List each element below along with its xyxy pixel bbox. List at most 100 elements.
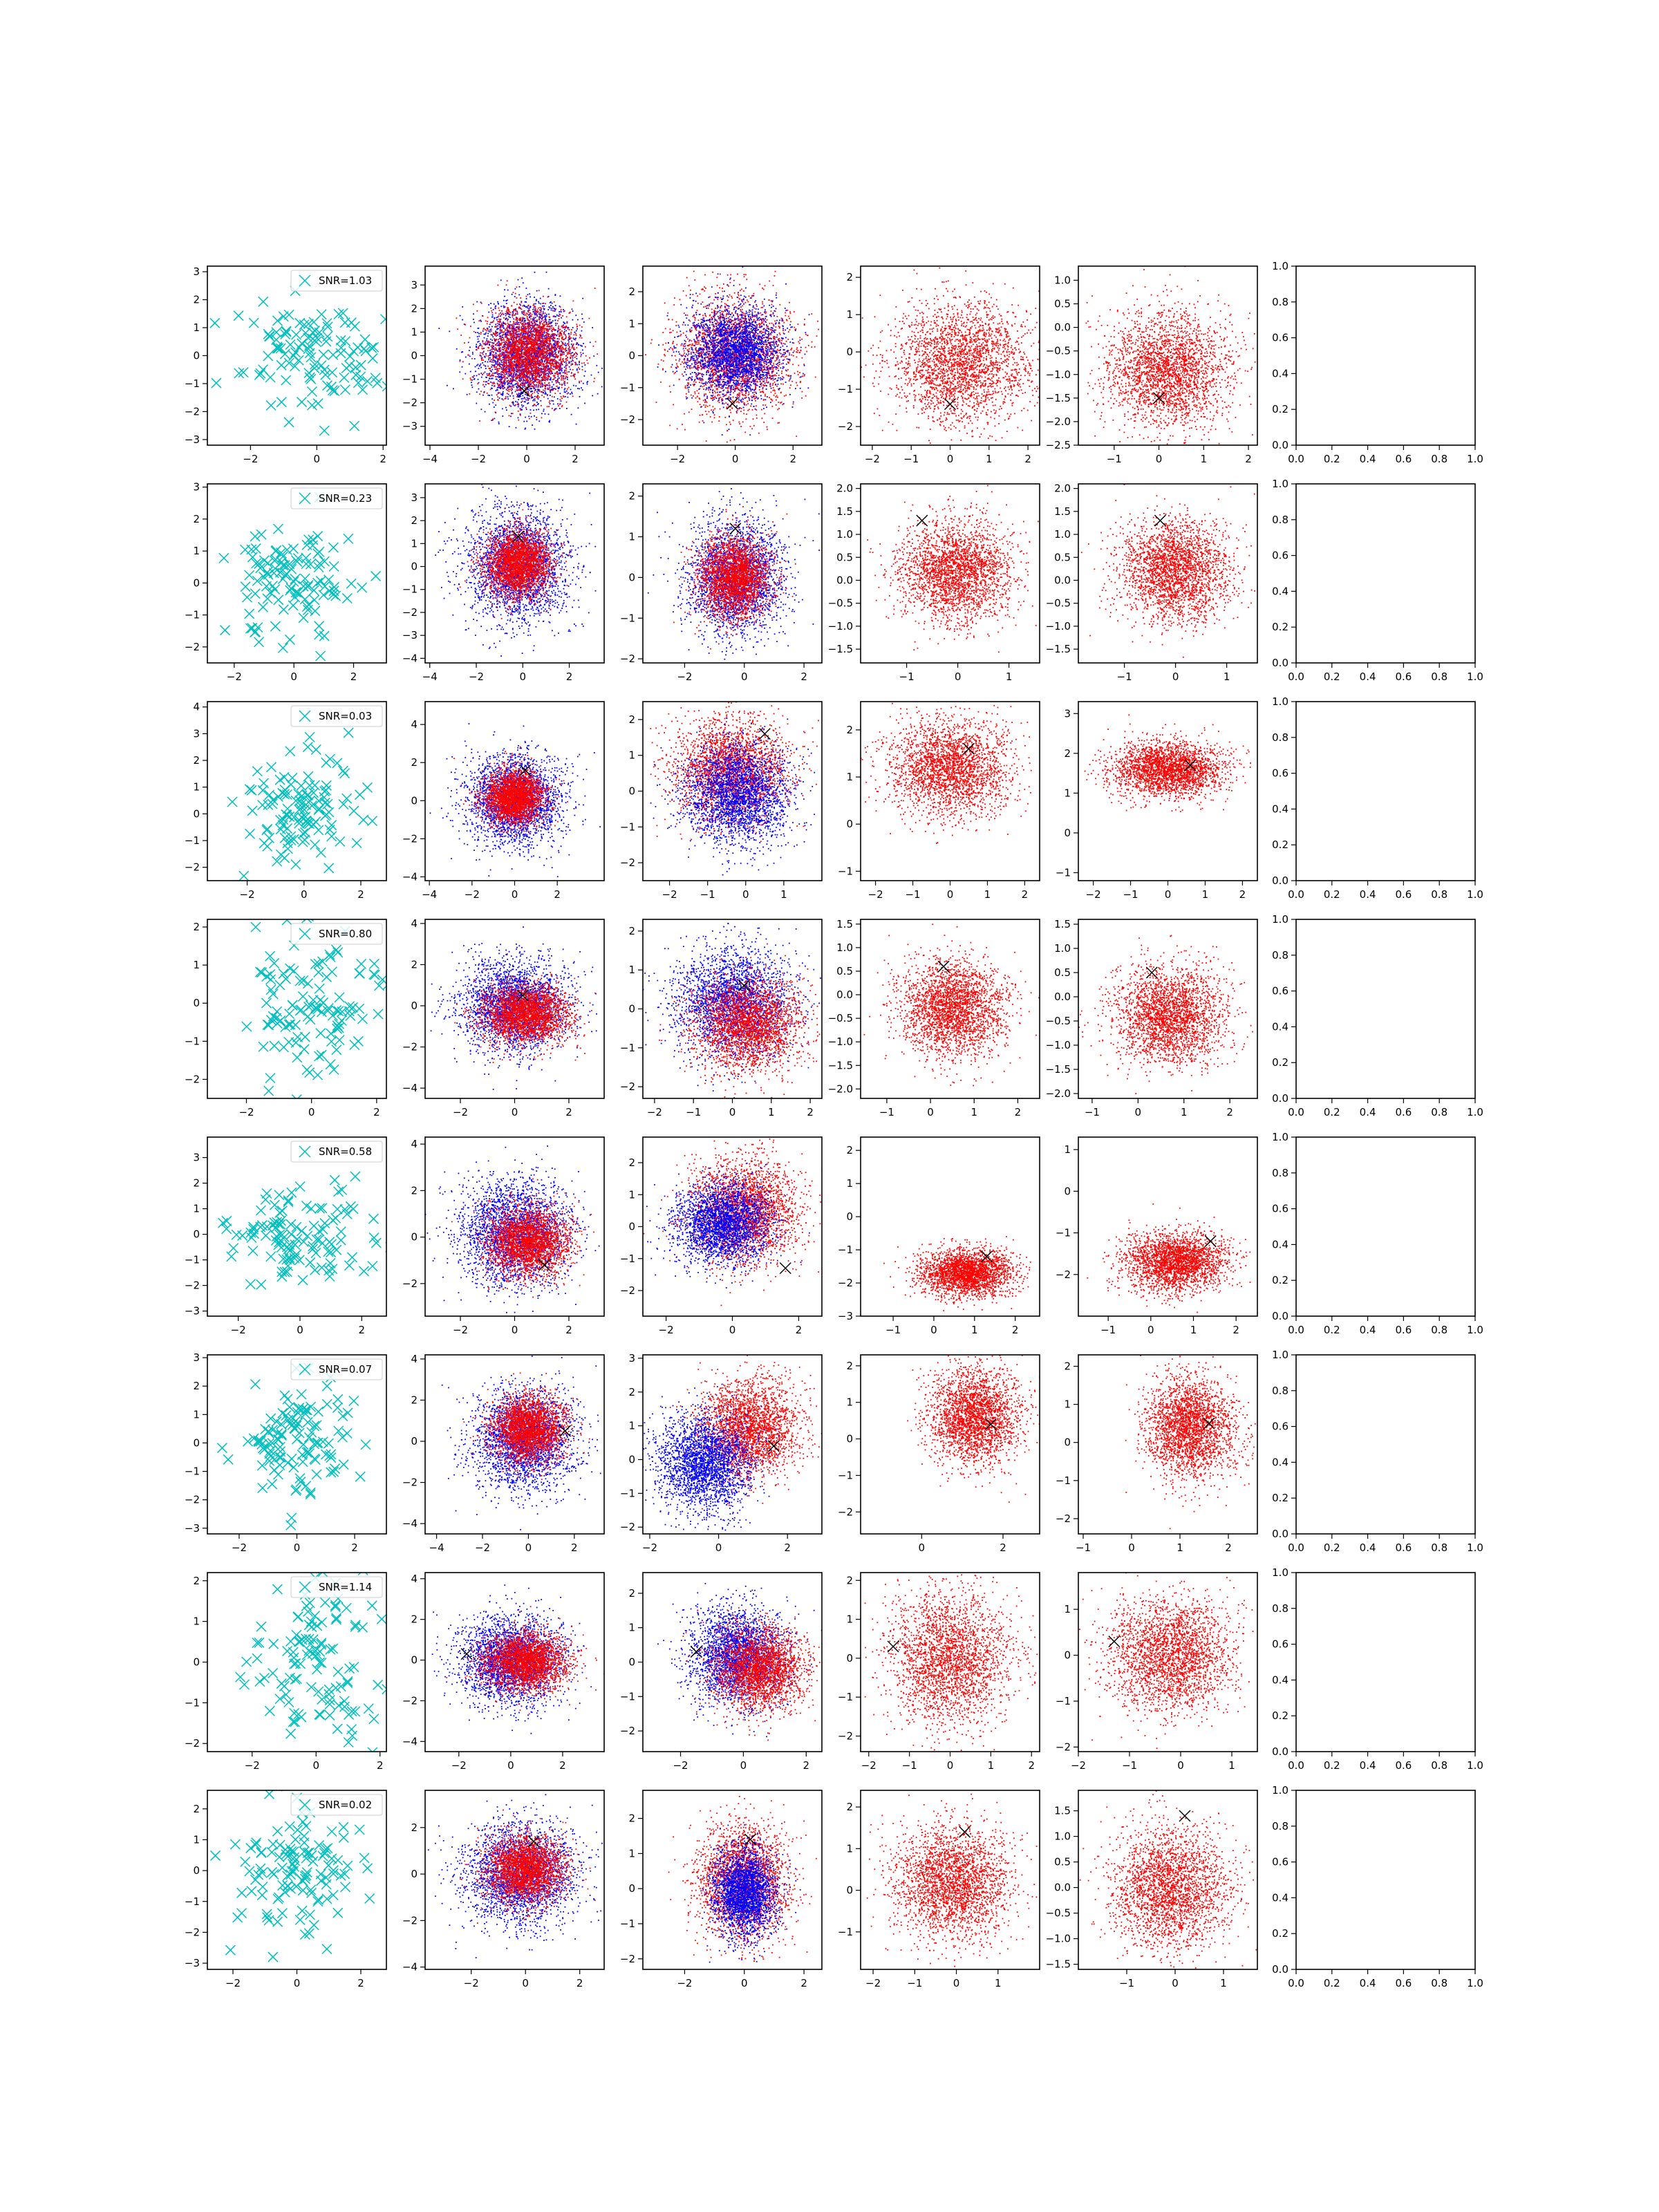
- data-point: [514, 355, 515, 356]
- data-point: [531, 395, 532, 396]
- data-point: [552, 400, 554, 402]
- data-point: [536, 382, 538, 384]
- data-point: [485, 332, 487, 334]
- data-point: [555, 294, 556, 295]
- data-point: [503, 357, 504, 358]
- data-point: [500, 381, 502, 382]
- data-point: [551, 330, 552, 332]
- data-point: [534, 359, 535, 360]
- data-point: [569, 329, 570, 330]
- data-point: [521, 340, 522, 341]
- data-point: [494, 400, 495, 401]
- data-point: [557, 338, 559, 339]
- data-point: [532, 400, 534, 402]
- data-point: [515, 401, 516, 402]
- data-point: [541, 345, 543, 346]
- data-point: [532, 375, 534, 376]
- data-point: [510, 360, 512, 362]
- data-point: [517, 346, 518, 348]
- data-point: [554, 348, 555, 349]
- data-point: [592, 327, 593, 328]
- data-point: [522, 385, 523, 386]
- data-point: [566, 322, 568, 324]
- data-point: [491, 374, 493, 375]
- data-point: [569, 335, 570, 337]
- data-point: [558, 341, 559, 342]
- data-point: [575, 315, 577, 316]
- data-point: [531, 351, 532, 353]
- data-point: [497, 396, 498, 397]
- data-point: [593, 346, 594, 347]
- data-point: [532, 345, 533, 346]
- data-point: [525, 353, 527, 355]
- data-point: [564, 329, 565, 330]
- data-point: [500, 364, 501, 365]
- data-point: [538, 390, 539, 391]
- data-point: [512, 393, 513, 395]
- data-point: [492, 336, 494, 337]
- data-point: [518, 417, 519, 418]
- data-point: [521, 402, 522, 403]
- data-point: [571, 392, 572, 393]
- data-point: [534, 306, 535, 307]
- data-point: [490, 322, 491, 324]
- data-point: [540, 303, 541, 305]
- data-point: [579, 368, 581, 370]
- data-point: [506, 328, 507, 329]
- data-point: [503, 366, 504, 368]
- data-point: [498, 400, 499, 401]
- data-point: [476, 301, 478, 303]
- data-point: [532, 393, 533, 394]
- data-point: [551, 328, 552, 329]
- data-point: [563, 348, 564, 349]
- data-point: [552, 355, 553, 357]
- data-point: [571, 329, 572, 330]
- data-point: [543, 336, 545, 337]
- data-point: [534, 370, 536, 371]
- data-point: [543, 352, 544, 353]
- data-point: [538, 391, 540, 392]
- data-point: [538, 355, 539, 356]
- data-point: [537, 404, 538, 405]
- data-point: [528, 384, 529, 385]
- data-point: [524, 320, 525, 321]
- data-point: [550, 359, 552, 360]
- data-point: [290, 362, 300, 371]
- data-point: [496, 379, 497, 380]
- data-point: [532, 424, 533, 426]
- data-point: [495, 347, 496, 348]
- data-point: [597, 393, 599, 395]
- data-point: [549, 359, 550, 361]
- data-point: [527, 346, 528, 347]
- data-point: [498, 324, 500, 325]
- data-point: [543, 296, 544, 297]
- data-point: [507, 299, 508, 301]
- data-point: [543, 393, 544, 394]
- data-point: [511, 353, 512, 355]
- data-point: [554, 337, 555, 339]
- data-point: [540, 322, 541, 324]
- data-point: [474, 375, 475, 377]
- data-point: [523, 368, 524, 370]
- data-point: [486, 377, 487, 378]
- data-point: [498, 348, 500, 349]
- data-point: [489, 404, 490, 405]
- data-point: [550, 326, 551, 327]
- data-point: [462, 319, 463, 321]
- data-point: [535, 303, 536, 304]
- data-point: [483, 348, 485, 349]
- data-point: [538, 301, 539, 303]
- data-point: [543, 306, 545, 307]
- data-point: [529, 365, 530, 366]
- data-point: [505, 341, 506, 342]
- data-point: [568, 333, 570, 335]
- data-point: [565, 337, 567, 339]
- data-point: [462, 378, 464, 379]
- data-point: [523, 343, 525, 344]
- data-point: [556, 344, 557, 345]
- data-point: [479, 345, 480, 346]
- data-point: [496, 353, 497, 354]
- data-point: [547, 384, 548, 386]
- data-point: [469, 350, 470, 351]
- data-point: [521, 404, 523, 406]
